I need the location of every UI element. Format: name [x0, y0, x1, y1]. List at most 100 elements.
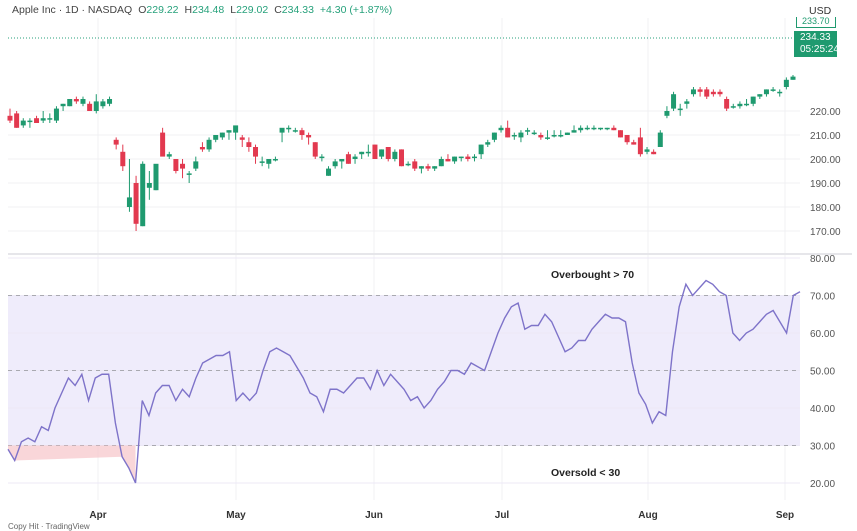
candle[interactable]	[644, 147, 650, 155]
candle[interactable]	[405, 161, 411, 167]
candle[interactable]	[259, 156, 265, 167]
candle[interactable]	[60, 103, 66, 111]
candle[interactable]	[352, 154, 358, 164]
candle[interactable]	[14, 111, 20, 128]
candle[interactable]	[478, 144, 484, 159]
candle[interactable]	[219, 132, 225, 140]
candle[interactable]	[544, 130, 550, 140]
candle[interactable]	[299, 127, 305, 140]
candle[interactable]	[34, 115, 40, 123]
candle[interactable]	[312, 142, 318, 159]
candle[interactable]	[180, 159, 186, 179]
candle[interactable]	[213, 135, 219, 143]
candle[interactable]	[319, 154, 325, 162]
candle[interactable]	[153, 163, 159, 191]
candle[interactable]	[27, 118, 33, 128]
candle[interactable]	[763, 89, 769, 97]
rsi-line[interactable]	[7, 279, 801, 484]
candle[interactable]	[777, 89, 783, 97]
candle[interactable]	[399, 149, 404, 167]
candle[interactable]	[266, 159, 272, 169]
candle[interactable]	[710, 89, 716, 97]
candle[interactable]	[20, 118, 26, 128]
candle[interactable]	[664, 106, 670, 119]
candle[interactable]	[379, 149, 385, 159]
candle[interactable]	[518, 130, 524, 143]
candle[interactable]	[272, 156, 278, 162]
candle[interactable]	[160, 127, 166, 157]
candle[interactable]	[93, 94, 99, 114]
candle[interactable]	[359, 151, 365, 159]
candle[interactable]	[624, 135, 630, 145]
candle[interactable]	[100, 99, 106, 109]
candle[interactable]	[511, 132, 517, 140]
candle[interactable]	[491, 132, 497, 143]
candle[interactable]	[146, 171, 152, 200]
candle[interactable]	[571, 125, 577, 133]
candle[interactable]	[412, 159, 418, 171]
candle[interactable]	[365, 144, 371, 157]
candle[interactable]	[87, 101, 93, 111]
candle[interactable]	[584, 125, 590, 131]
candle[interactable]	[458, 156, 464, 162]
candle[interactable]	[757, 94, 763, 99]
candle[interactable]	[465, 154, 471, 162]
candle[interactable]	[697, 87, 703, 97]
candle[interactable]	[107, 96, 113, 107]
candle[interactable]	[498, 125, 504, 133]
candle[interactable]	[611, 125, 617, 131]
candle[interactable]	[67, 99, 73, 107]
candle[interactable]	[551, 130, 557, 138]
candle[interactable]	[418, 166, 424, 174]
candle[interactable]	[637, 127, 643, 157]
candle[interactable]	[538, 132, 544, 140]
candle[interactable]	[445, 154, 451, 162]
candle[interactable]	[651, 149, 657, 155]
candle[interactable]	[471, 154, 477, 162]
candle[interactable]	[631, 139, 637, 145]
candle[interactable]	[684, 99, 690, 109]
candle[interactable]	[385, 147, 391, 162]
candle[interactable]	[598, 127, 604, 131]
candle[interactable]	[53, 106, 59, 123]
candle[interactable]	[770, 87, 776, 92]
candle[interactable]	[186, 171, 192, 183]
candle[interactable]	[239, 135, 245, 147]
candle[interactable]	[717, 89, 723, 97]
candle[interactable]	[120, 144, 126, 171]
candle[interactable]	[730, 103, 736, 109]
candle[interactable]	[724, 96, 730, 111]
candle[interactable]	[306, 132, 312, 145]
candle[interactable]	[233, 125, 239, 140]
candle[interactable]	[783, 77, 789, 90]
candle[interactable]	[617, 130, 623, 138]
candle[interactable]	[286, 125, 292, 133]
candle[interactable]	[657, 130, 663, 147]
candle[interactable]	[226, 130, 232, 140]
candle[interactable]	[372, 144, 378, 159]
candle[interactable]	[438, 156, 444, 167]
candle[interactable]	[279, 127, 285, 143]
candle[interactable]	[677, 103, 683, 116]
candle[interactable]	[47, 113, 53, 123]
candle[interactable]	[253, 144, 259, 164]
currency-label[interactable]: USD	[809, 5, 832, 17]
candle[interactable]	[332, 159, 338, 169]
candle[interactable]	[578, 125, 584, 133]
candle[interactable]	[452, 156, 458, 164]
candle[interactable]	[80, 96, 86, 107]
candle[interactable]	[206, 137, 212, 152]
candle[interactable]	[790, 75, 796, 80]
candle[interactable]	[671, 91, 677, 111]
candle[interactable]	[140, 161, 146, 227]
candle[interactable]	[432, 166, 438, 171]
candle[interactable]	[591, 125, 597, 131]
candle[interactable]	[531, 130, 537, 135]
candle[interactable]	[750, 96, 756, 107]
candle[interactable]	[505, 120, 511, 138]
candle[interactable]	[345, 151, 351, 164]
candle[interactable]	[558, 130, 564, 138]
candle[interactable]	[113, 137, 119, 150]
candle[interactable]	[246, 137, 252, 152]
